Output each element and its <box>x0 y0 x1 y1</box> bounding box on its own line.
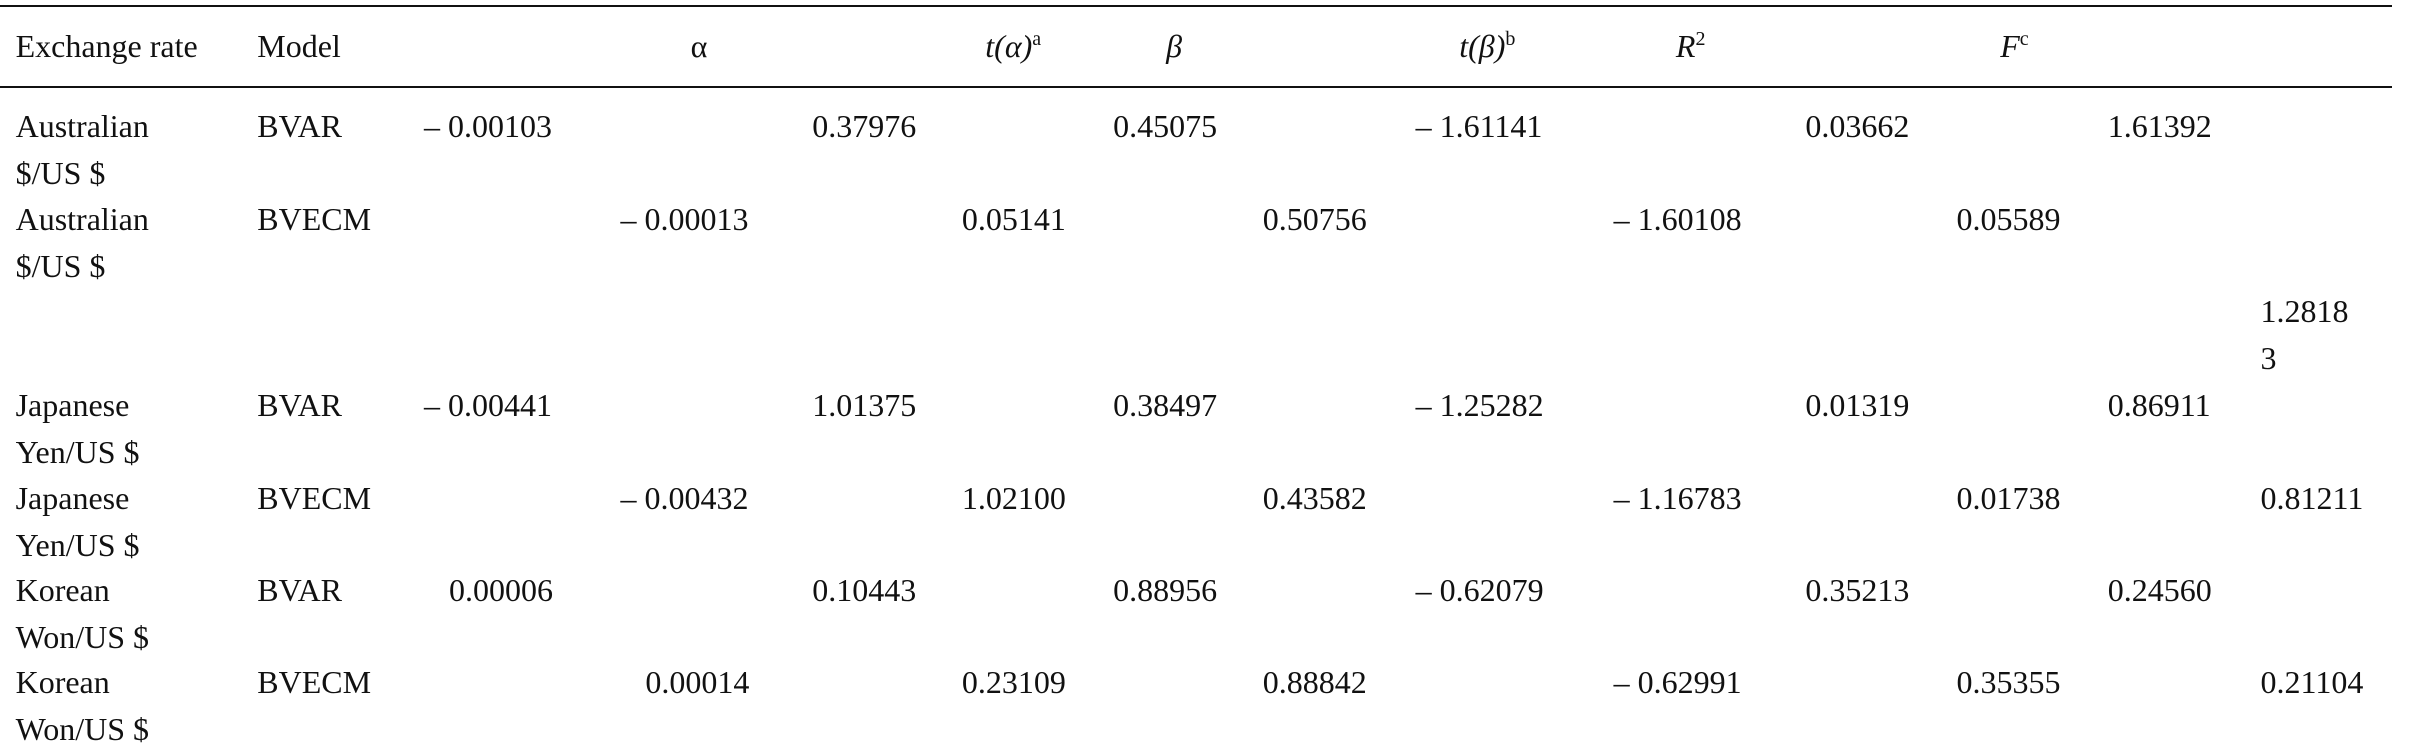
value-cell: 0.01738 <box>1956 480 2061 517</box>
header-cell: t(α)a <box>985 23 1041 70</box>
value-cell: – 0.00432 <box>620 480 749 517</box>
value-cell: – 0.62079 <box>1415 572 1544 609</box>
header-rule <box>0 86 2392 88</box>
value-cell: 0.23109 <box>961 664 1066 701</box>
value-cell: 0.43582 <box>1262 480 1367 517</box>
exchange-rate-cell: Korean Won/US $ <box>15 572 150 656</box>
value-cell: 1.01375 <box>812 386 917 423</box>
header-text: α <box>690 28 708 65</box>
value-cell: 0.88842 <box>1262 664 1367 701</box>
value-cell: 1.61392 <box>2107 107 2212 144</box>
model-cell: BVECM <box>257 480 372 517</box>
value-cell: – 0.00013 <box>620 201 749 238</box>
model-cell: BVECM <box>257 664 372 701</box>
value-cell: 1.28183 <box>2260 293 2349 377</box>
value-cell: – 0.62991 <box>1613 664 1742 701</box>
header-superscript: c <box>2019 28 2029 51</box>
model-cell: BVAR <box>257 107 343 144</box>
value-cell: 0.37976 <box>812 107 917 144</box>
header-cell: Exchange rate <box>16 23 198 70</box>
value-cell: 1.02100 <box>961 480 1066 517</box>
header-text: Model <box>257 28 341 65</box>
value-cell: 0.88956 <box>1113 572 1218 609</box>
value-cell: 0.10443 <box>812 572 917 609</box>
value-cell: 0.35213 <box>1805 572 1910 609</box>
value-cell: 0.21104 <box>2260 664 2364 701</box>
model-cell: BVAR <box>257 386 343 423</box>
value-cell: 0.03662 <box>1805 107 1910 144</box>
value-cell: 0.05589 <box>1956 201 2061 238</box>
header-text: Exchange rate <box>15 28 198 65</box>
exchange-rate-cell: Korean Won/US $ <box>15 664 150 748</box>
value-cell: 0.00014 <box>645 664 750 701</box>
exchange-rate-cell: Japanese Yen/US $ <box>15 480 140 564</box>
exchange-rate-cell: Australian $/US $ <box>15 107 149 191</box>
value-cell: 0.35355 <box>1956 664 2061 701</box>
header-text: t(β) <box>1459 28 1506 65</box>
value-cell: 0.38497 <box>1113 386 1218 423</box>
header-superscript: a <box>1032 28 1042 51</box>
exchange-rate-cell: Australian $/US $ <box>15 201 149 285</box>
header-superscript: 2 <box>1695 28 1706 51</box>
value-cell: 0.81211 <box>2260 480 2364 517</box>
value-cell: – 1.60108 <box>1613 201 1742 238</box>
header-cell: α <box>691 23 708 70</box>
header-cell: β <box>1166 23 1182 70</box>
value-cell: 0.00006 <box>448 572 553 609</box>
header-cell: R2 <box>1676 23 1706 70</box>
header-superscript: b <box>1505 28 1516 51</box>
model-cell: BVECM <box>257 201 372 238</box>
value-cell: 0.45075 <box>1113 107 1218 144</box>
model-cell: BVAR <box>257 572 343 609</box>
header-cell: t(β)b <box>1459 23 1515 70</box>
value-cell: 0.01319 <box>1805 386 1910 423</box>
value-cell: 0.24560 <box>2107 572 2212 609</box>
header-cell: Fc <box>2000 23 2028 70</box>
header-text: β <box>1166 28 1183 65</box>
exchange-rate-cell: Japanese Yen/US $ <box>15 386 140 470</box>
header-text: t(α) <box>985 28 1033 65</box>
top-rule <box>0 5 2392 7</box>
value-cell: 0.86911 <box>2107 386 2211 423</box>
value-cell: – 0.00103 <box>424 107 553 144</box>
value-cell: – 1.61141 <box>1415 107 1543 144</box>
value-cell: – 0.00441 <box>424 386 553 423</box>
header-text: R <box>1675 28 1696 65</box>
header-cell: Model <box>257 23 341 70</box>
header-text: F <box>2000 28 2020 65</box>
value-cell: – 1.16783 <box>1613 480 1742 517</box>
value-cell: – 1.25282 <box>1415 386 1544 423</box>
value-cell: 0.05141 <box>961 201 1066 238</box>
value-cell: 0.50756 <box>1262 201 1367 238</box>
